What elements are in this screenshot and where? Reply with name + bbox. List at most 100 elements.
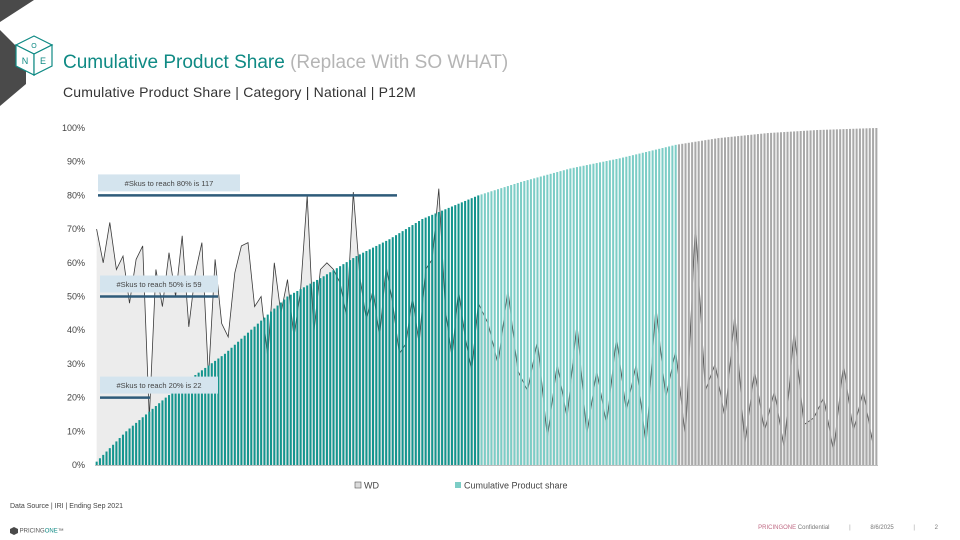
cumulative-share-bar	[112, 444, 115, 465]
legend-swatch	[354, 481, 362, 489]
cumulative-share-bar	[720, 137, 723, 465]
cumulative-share-bar	[302, 287, 305, 465]
cumulative-share-bar	[362, 252, 365, 465]
cumulative-share-bar	[681, 143, 684, 465]
cumulative-share-bar	[875, 128, 878, 465]
cumulative-share-bar	[615, 159, 618, 465]
y-tick-label: 100%	[62, 123, 85, 133]
cumulative-share-bar	[832, 129, 835, 465]
cumulative-share-bar	[793, 131, 796, 465]
cumulative-share-bar	[802, 130, 805, 465]
cumulative-share-bar	[319, 278, 322, 465]
cumulative-share-bar	[612, 159, 615, 465]
footer-brand-tm: ™	[57, 528, 64, 535]
cumulative-share-bar	[724, 137, 727, 465]
cumulative-share-bar	[845, 129, 848, 465]
cumulative-share-bar	[819, 129, 822, 465]
cumulative-share-bar	[733, 136, 736, 465]
logo-letter-e: E	[40, 56, 46, 66]
cumulative-share-bar	[223, 353, 226, 465]
cumulative-share-bar	[355, 256, 358, 465]
cumulative-share-bar	[539, 176, 542, 465]
cumulative-share-bar	[168, 395, 171, 465]
cumulative-share-bar	[457, 203, 460, 466]
cumulative-share-bar	[796, 131, 799, 466]
cumulative-share-bar	[444, 209, 447, 465]
cumulative-share-bar	[855, 128, 858, 466]
cumulative-share-bar	[513, 183, 516, 466]
cumulative-share-bar	[388, 239, 391, 465]
cumulative-share-bar	[572, 167, 575, 465]
cumulative-share-bar	[246, 332, 249, 465]
cumulative-share-bar	[835, 129, 838, 465]
cumulative-share-bar	[849, 128, 852, 465]
cumulative-share-bar	[108, 448, 111, 465]
cumulative-share-bar	[858, 128, 861, 465]
cumulative-share-bar	[770, 132, 773, 465]
cumulative-share-bar	[520, 181, 523, 466]
y-tick-label: 20%	[67, 393, 85, 403]
cumulative-share-bar	[740, 135, 743, 465]
cumulative-share-bar	[240, 338, 243, 465]
cumulative-share-bar	[286, 296, 289, 465]
cumulative-share-bar	[608, 160, 611, 465]
logo-letter-n: N	[22, 56, 29, 66]
cumulative-share-bar	[585, 165, 588, 465]
cumulative-share-bar	[253, 326, 256, 465]
cumulative-share-bar	[598, 162, 602, 465]
cumulative-share-bar	[398, 233, 401, 465]
footer-separator: |	[849, 525, 851, 531]
cumulative-share-bar	[816, 130, 819, 465]
cumulative-share-bar	[592, 163, 595, 465]
cumulative-share-bar	[569, 168, 572, 465]
y-tick-label: 80%	[67, 190, 85, 200]
footer-separator: |	[913, 525, 915, 531]
cumulative-share-bar	[664, 147, 667, 466]
cumulative-share-bar	[269, 311, 273, 465]
cumulative-share-bar	[404, 229, 407, 465]
cumulative-share-bar	[237, 341, 240, 465]
cumulative-share-bar	[260, 320, 263, 465]
cumulative-share-bar	[829, 129, 832, 465]
legend-label: Cumulative Product share	[464, 481, 568, 491]
cumulative-share-bar	[839, 129, 842, 466]
cumulative-share-bar	[605, 161, 608, 465]
cumulative-share-bar	[414, 223, 417, 465]
cumulative-share-bar	[220, 356, 223, 465]
cumulative-share-bar	[306, 285, 309, 465]
footer-page-number: 2	[934, 525, 938, 531]
cumulative-share-bar	[375, 245, 378, 465]
cumulative-share-bar	[763, 133, 766, 465]
cumulative-share-bar	[546, 174, 549, 466]
cumulative-share-bar	[641, 152, 644, 465]
cumulative-share-bar	[464, 200, 467, 465]
cumulative-share-bar	[743, 135, 746, 465]
cumulative-share-bar	[411, 225, 414, 465]
annotation-label: #Skus to reach 80% is 117	[125, 179, 214, 188]
cumulative-share-bar	[263, 317, 266, 465]
cumulative-share-bar	[342, 264, 345, 465]
cumulative-share-bar	[118, 438, 121, 465]
cumulative-share-bar	[490, 191, 493, 465]
cumulative-share-bar	[487, 192, 490, 466]
cumulative-share-bar	[378, 244, 381, 465]
cumulative-share-bar	[526, 180, 529, 465]
footer-brand-suffix: ONE	[44, 528, 58, 535]
cumulative-share-bar	[161, 400, 164, 465]
logo-side-wedge	[0, 30, 26, 106]
cumulative-share-bar	[365, 251, 368, 465]
footer-confidential-brand: PRICINGONE	[758, 525, 797, 531]
cumulative-share-bar	[138, 420, 141, 465]
cumulative-share-bar	[747, 135, 750, 465]
cumulative-share-bar	[345, 262, 348, 465]
cumulative-share-bar	[197, 372, 200, 465]
cumulative-share-bar	[674, 144, 677, 465]
cumulative-share-bar	[266, 314, 269, 465]
cumulative-share-bar	[562, 170, 565, 466]
annotation-box	[100, 275, 218, 293]
cumulative-share-bar	[717, 138, 720, 466]
cumulative-share-bar	[450, 206, 453, 465]
cumulative-share-bar	[730, 136, 733, 465]
cumulative-share-bar	[756, 134, 759, 465]
cumulative-share-bar	[352, 258, 355, 465]
